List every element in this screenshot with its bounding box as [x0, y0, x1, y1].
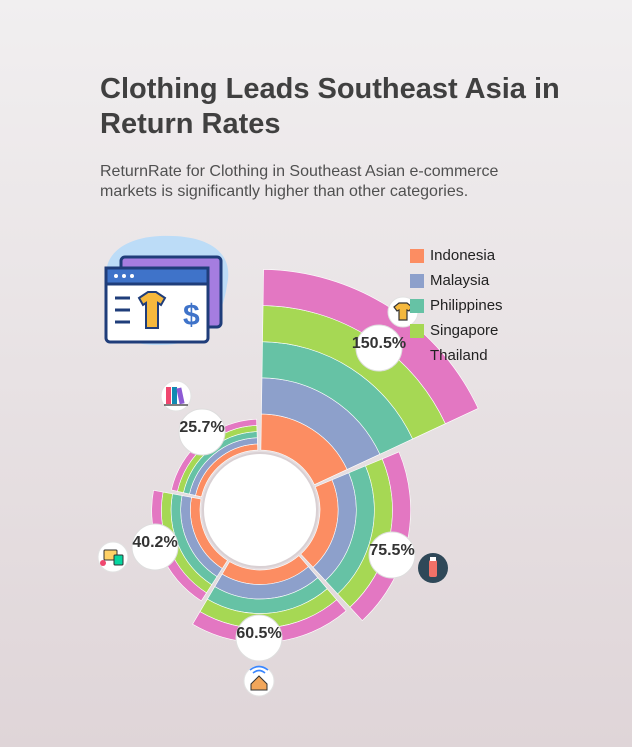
legend-item-philippines: Philippines: [410, 293, 503, 318]
value-label-home: 60.5%: [236, 625, 281, 642]
value-label-cosmetics: 75.5%: [369, 542, 414, 559]
cosmetics-bottle-icon: [418, 553, 448, 583]
legend-item-indonesia: Indonesia: [410, 243, 503, 268]
legend-swatch: [410, 323, 424, 338]
legend-swatch: [410, 348, 424, 363]
value-bubble-clothing: [355, 324, 403, 372]
chart-subtitle: ReturnRate for Clothing in Southeast Asi…: [100, 163, 499, 200]
electronics-devices-icon: [97, 541, 129, 573]
legend-item-singapore: Singapore: [410, 318, 503, 343]
value-bubble-electronics: [131, 523, 179, 571]
legend-swatch: [410, 248, 424, 263]
legend-swatch: [410, 273, 424, 288]
legend-label: Philippines: [430, 297, 503, 314]
value-label-books: 25.7%: [179, 419, 224, 436]
legend-label: Singapore: [430, 322, 499, 339]
smart-home-icon: [243, 665, 275, 697]
svg-text:$: $: [183, 299, 200, 332]
legend-item-thailand: Thailand: [410, 343, 503, 368]
legend-label: Malaysia: [430, 272, 490, 289]
bar-cosmetics-thailand: [349, 451, 411, 621]
value-bubble-books: [178, 408, 226, 456]
value-label-electronics: 40.2%: [132, 534, 177, 551]
bar-home-thailand: [192, 599, 347, 643]
legend-item-malaysia: Malaysia: [410, 268, 503, 293]
value-bubble-home: [235, 614, 283, 662]
books-icon: [160, 380, 192, 412]
shopping-browser-tshirt-dollar-icon: $: [104, 235, 229, 346]
bar-clothing-thailand: [262, 269, 479, 425]
legend-label: Indonesia: [430, 247, 496, 264]
value-label-clothing: 150.5%: [352, 335, 406, 352]
legend-swatch: [410, 298, 424, 313]
legend-label: Thailand: [430, 347, 488, 364]
legend: Indonesia Malaysia Philippines Singapore…: [410, 243, 503, 368]
value-bubble-cosmetics: [368, 531, 416, 579]
center-hub: [202, 452, 318, 568]
chart-title: Clothing Leads Southeast Asia in Return …: [100, 73, 560, 140]
